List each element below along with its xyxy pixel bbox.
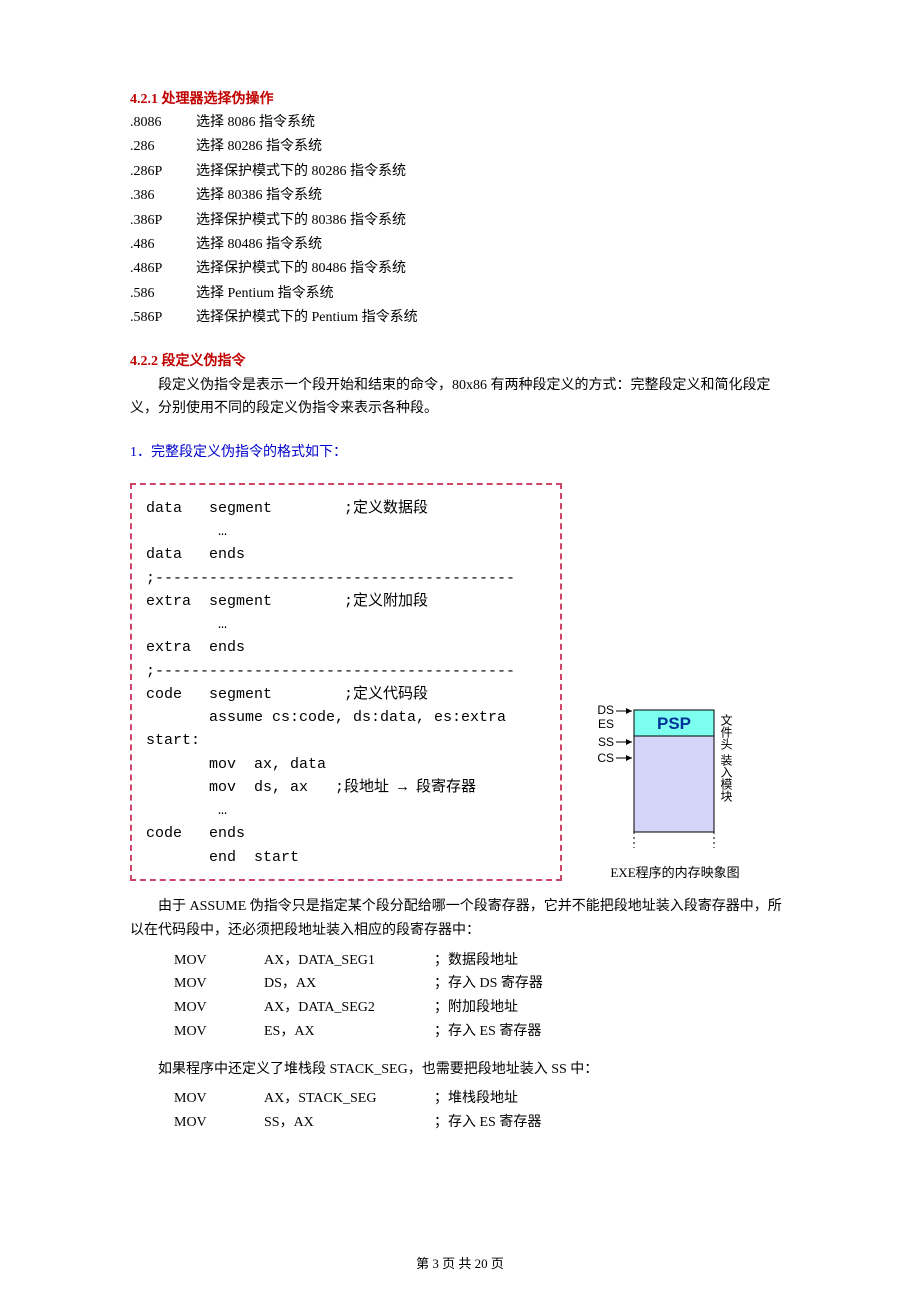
ds-arrow-head [626,708,632,714]
directive-desc: 选择 80386 指令系统 [196,185,790,207]
mov-args: AX，STACK_SEG [264,1087,434,1111]
directive-desc: 选择保护模式下的 80286 指令系统 [196,161,790,183]
directive-desc: 选择 80286 指令系统 [196,136,790,158]
section-heading-421: 4.2.1 处理器选择伪操作 [130,88,790,108]
directive-key: .586 [130,283,196,305]
section-heading-422: 4.2.2 段定义伪指令 [130,350,790,370]
directive-key: .486P [130,258,196,280]
psp-label: PSP [657,714,691,733]
memory-diagram: PSP DS ES SS CS 文件头 装入模块 [580,704,770,881]
directive-desc: 选择 80486 指令系统 [196,234,790,256]
cs-label: CS [597,751,614,765]
directive-key: .386P [130,210,196,232]
es-label: ES [598,717,614,731]
page-footer: 第 3 页 共 20 页 [0,1253,920,1272]
mov-row: MOV AX，DATA_SEG1 ；数据段地址 [174,949,790,973]
mov-op: MOV [174,1087,264,1111]
file-header-label: 文件头 [719,712,733,749]
mov-args: ES，AX [264,1020,434,1044]
directive-key: .386 [130,185,196,207]
directive-row: .486 选择 80486 指令系统 [130,234,790,256]
directive-key: .286 [130,136,196,158]
memory-diagram-svg: PSP DS ES SS CS 文件头 装入模块 [580,704,770,854]
cs-arrow-head [626,755,632,761]
code-example-box: data segment ;定义数据段 … data ends ;-------… [130,483,562,881]
mov-row: MOV SS，AX ；存入 ES 寄存器 [174,1111,790,1135]
mov-table-2: MOV AX，STACK_SEG ；堆栈段地址 MOV SS，AX ；存入 ES… [174,1087,790,1135]
directive-desc: 选择保护模式下的 Pentium 指令系统 [196,307,790,329]
mov-row: MOV AX，DATA_SEG2 ；附加段地址 [174,996,790,1020]
mov-comment: ；附加段地址 [434,996,790,1020]
module-block [634,736,714,832]
mov-table-1: MOV AX，DATA_SEG1 ；数据段地址 MOV DS，AX ；存入 DS… [174,949,790,1044]
ss-arrow-head [626,739,632,745]
ds-label: DS [597,704,614,717]
stack-paragraph: 如果程序中还定义了堆栈段 STACK_SEG，也需要把段地址装入 SS 中： [130,1058,790,1082]
mov-op: MOV [174,949,264,973]
section-intro: 段定义伪指令是表示一个段开始和结束的命令，80x86 有两种段定义的方式：完整段… [130,374,790,422]
code-and-diagram: data segment ;定义数据段 … data ends ;-------… [130,483,790,881]
mov-comment: ；存入 DS 寄存器 [434,972,790,996]
mov-comment: ；存入 ES 寄存器 [434,1020,790,1044]
directive-key: .8086 [130,112,196,134]
directive-key: .486 [130,234,196,256]
directive-desc: 选择 Pentium 指令系统 [196,283,790,305]
directive-row: .586P 选择保护模式下的 Pentium 指令系统 [130,307,790,329]
directive-row: .286P 选择保护模式下的 80286 指令系统 [130,161,790,183]
mov-comment: ；堆栈段地址 [434,1087,790,1111]
directive-row: .386P 选择保护模式下的 80386 指令系统 [130,210,790,232]
mov-args: AX，DATA_SEG2 [264,996,434,1020]
directive-row: .586 选择 Pentium 指令系统 [130,283,790,305]
mov-op: MOV [174,996,264,1020]
mov-op: MOV [174,1020,264,1044]
directive-row: .486P 选择保护模式下的 80486 指令系统 [130,258,790,280]
assume-paragraph: 由于 ASSUME 伪指令只是指定某个段分配给哪一个段寄存器，它并不能把段地址装… [130,895,790,943]
directive-desc: 选择 8086 指令系统 [196,112,790,134]
mov-comment: ；存入 ES 寄存器 [434,1111,790,1135]
mov-comment: ；数据段地址 [434,949,790,973]
directive-desc: 选择保护模式下的 80486 指令系统 [196,258,790,280]
mov-args: SS，AX [264,1111,434,1135]
subsection-title: 1．完整段定义伪指令的格式如下： [130,441,790,465]
mov-op: MOV [174,972,264,996]
mov-row: MOV ES，AX ；存入 ES 寄存器 [174,1020,790,1044]
directive-key: .286P [130,161,196,183]
mov-args: AX，DATA_SEG1 [264,949,434,973]
memory-diagram-caption: EXE程序的内存映象图 [580,862,770,881]
directive-row: .386 选择 80386 指令系统 [130,185,790,207]
mov-op: MOV [174,1111,264,1135]
mov-row: MOV AX，STACK_SEG ；堆栈段地址 [174,1087,790,1111]
mov-args: DS，AX [264,972,434,996]
directive-row: .8086 选择 8086 指令系统 [130,112,790,134]
document-page: 4.2.1 处理器选择伪操作 .8086 选择 8086 指令系统 .286 选… [0,0,920,1302]
mov-row: MOV DS，AX ；存入 DS 寄存器 [174,972,790,996]
directive-desc: 选择保护模式下的 80386 指令系统 [196,210,790,232]
directive-key: .586P [130,307,196,329]
directive-row: .286 选择 80286 指令系统 [130,136,790,158]
load-module-label: 装入模块 [719,753,733,801]
directive-list: .8086 选择 8086 指令系统 .286 选择 80286 指令系统 .2… [130,112,790,330]
ss-label: SS [598,735,614,749]
